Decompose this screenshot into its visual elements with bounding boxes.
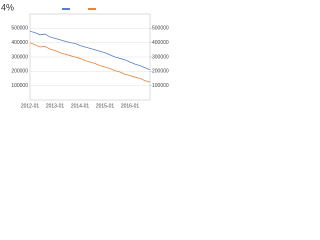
x-tick-label: 2015-01 xyxy=(96,103,115,109)
y-tick-label: 100000 xyxy=(11,83,28,89)
y2-tick-label: 100000 xyxy=(152,83,169,89)
series-line xyxy=(29,30,151,71)
x-tick-label: 2013-01 xyxy=(46,103,65,109)
y2-tick-label: 500000 xyxy=(152,26,169,32)
chart: 4% 100000 200000 300000 400000 500000 100000 2… xyxy=(1,2,169,109)
chart-title: 4% xyxy=(1,2,14,12)
y2-tick-label: 300000 xyxy=(152,54,169,60)
legend-swatch xyxy=(62,8,70,10)
x-tick-label: 2016-01 xyxy=(121,103,140,109)
y2-tick-label: 400000 xyxy=(152,40,169,46)
x-tick-label: 2014-01 xyxy=(71,103,90,109)
y2-tick-label: 200000 xyxy=(152,69,169,75)
series-line xyxy=(29,42,151,83)
y-tick-label: 200000 xyxy=(11,69,28,75)
x-tick-label: 2012-01 xyxy=(21,103,40,109)
legend-swatch xyxy=(88,8,96,10)
y-tick-label: 500000 xyxy=(11,26,28,32)
y-tick-label: 300000 xyxy=(11,54,28,60)
page: 4% 100000 200000 300000 400000 500000 100000 2… xyxy=(1,2,169,110)
y-tick-label: 400000 xyxy=(11,40,28,46)
